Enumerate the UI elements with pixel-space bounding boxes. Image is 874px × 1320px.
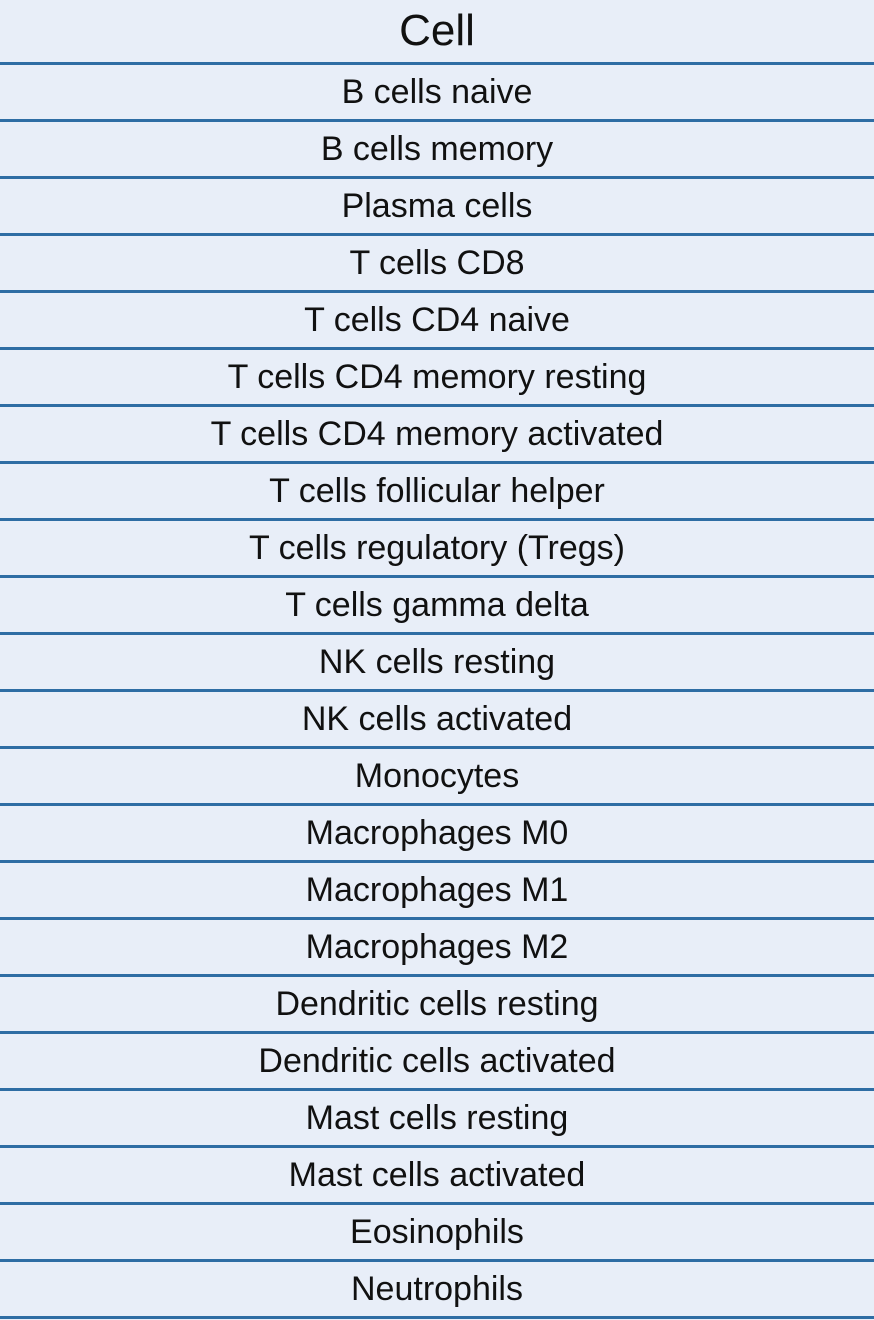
table-row: NK cells resting (0, 635, 874, 692)
column-header-cell: Cell (0, 0, 874, 65)
table-row: Macrophages M1 (0, 863, 874, 920)
table-row: T cells regulatory (Tregs) (0, 521, 874, 578)
table-row: B cells naive (0, 65, 874, 122)
table-row: T cells CD8 (0, 236, 874, 293)
table-row: T cells CD4 naive (0, 293, 874, 350)
table-row: T cells CD4 memory resting (0, 350, 874, 407)
table-row: Neutrophils (0, 1262, 874, 1319)
table-row: Mast cells activated (0, 1148, 874, 1205)
table-row: NK cells activated (0, 692, 874, 749)
table-row: Dendritic cells resting (0, 977, 874, 1034)
table-row: Dendritic cells activated (0, 1034, 874, 1091)
table-row: Monocytes (0, 749, 874, 806)
table-row: T cells follicular helper (0, 464, 874, 521)
table-row: Macrophages M0 (0, 806, 874, 863)
table-row: Plasma cells (0, 179, 874, 236)
table-row: Mast cells resting (0, 1091, 874, 1148)
table-row: T cells CD4 memory activated (0, 407, 874, 464)
table-row: Macrophages M2 (0, 920, 874, 977)
table-row: Eosinophils (0, 1205, 874, 1262)
table-row: B cells memory (0, 122, 874, 179)
table-row: T cells gamma delta (0, 578, 874, 635)
